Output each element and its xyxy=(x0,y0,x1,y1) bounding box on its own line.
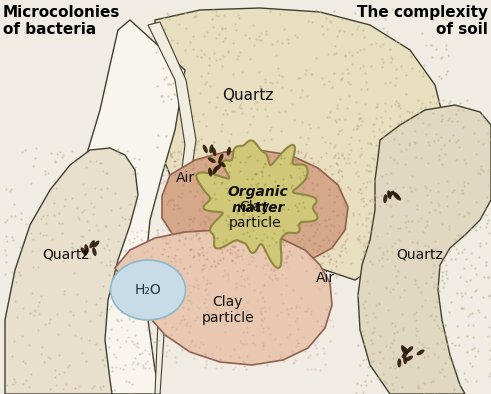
Ellipse shape xyxy=(84,247,88,256)
Polygon shape xyxy=(55,20,185,394)
Ellipse shape xyxy=(203,145,208,153)
Polygon shape xyxy=(358,105,491,394)
Ellipse shape xyxy=(387,191,394,197)
Ellipse shape xyxy=(93,241,100,247)
Ellipse shape xyxy=(215,164,221,171)
Text: Quartz: Quartz xyxy=(397,248,443,262)
Polygon shape xyxy=(155,8,445,280)
Ellipse shape xyxy=(416,349,425,355)
Polygon shape xyxy=(148,22,196,394)
Text: Air: Air xyxy=(315,271,334,285)
Ellipse shape xyxy=(84,244,89,253)
Polygon shape xyxy=(115,230,332,365)
Ellipse shape xyxy=(81,247,86,255)
Ellipse shape xyxy=(227,147,231,156)
Text: Quartz: Quartz xyxy=(42,248,89,262)
Ellipse shape xyxy=(405,356,413,361)
Ellipse shape xyxy=(387,190,391,199)
Ellipse shape xyxy=(406,346,413,353)
Ellipse shape xyxy=(402,346,409,353)
Ellipse shape xyxy=(402,351,409,358)
Text: Quartz: Quartz xyxy=(222,87,273,102)
Ellipse shape xyxy=(212,147,217,156)
Ellipse shape xyxy=(208,167,213,177)
Ellipse shape xyxy=(208,157,216,163)
Text: Organic
matter: Organic matter xyxy=(228,185,288,215)
Ellipse shape xyxy=(110,260,186,320)
Ellipse shape xyxy=(213,166,218,175)
Text: Clay
particle: Clay particle xyxy=(202,295,254,325)
Polygon shape xyxy=(162,150,348,268)
Ellipse shape xyxy=(397,359,401,368)
Ellipse shape xyxy=(92,247,97,256)
Ellipse shape xyxy=(403,355,407,364)
Ellipse shape xyxy=(383,194,387,203)
Polygon shape xyxy=(5,148,138,394)
Text: Clay
particle: Clay particle xyxy=(229,200,281,230)
Text: H₂O: H₂O xyxy=(135,283,162,297)
Ellipse shape xyxy=(392,191,400,198)
Ellipse shape xyxy=(218,154,223,162)
Ellipse shape xyxy=(89,240,95,248)
Polygon shape xyxy=(196,140,318,268)
Text: Air: Air xyxy=(175,171,194,185)
Ellipse shape xyxy=(209,145,214,153)
Ellipse shape xyxy=(218,161,226,167)
Text: Microcolonies
of bacteria: Microcolonies of bacteria xyxy=(3,5,120,37)
Ellipse shape xyxy=(394,194,401,201)
Text: The complexity
of soil: The complexity of soil xyxy=(357,5,488,37)
Ellipse shape xyxy=(401,345,406,354)
